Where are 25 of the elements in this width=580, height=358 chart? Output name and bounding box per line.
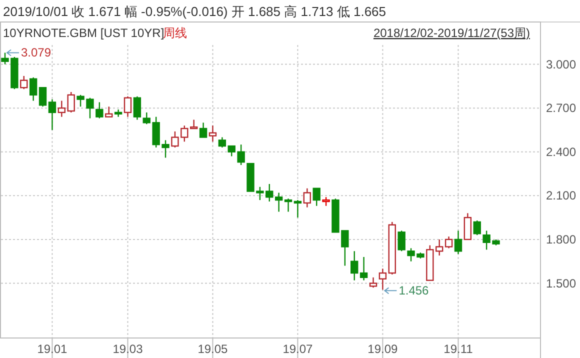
text: 2019/10/01 收 1.671 幅 -0.95%(-0.016) 开 1.685 高 1.713 低 1.665 (3, 4, 386, 19)
candlestick (274, 192, 283, 212)
x-tick-label: 19.03 (112, 342, 144, 356)
annotation: 1.456 (398, 284, 430, 298)
x-tick-label: 19.07 (282, 342, 314, 356)
chart-subtitle: 周线 (163, 26, 187, 40)
annotation: 3.079 (21, 46, 52, 60)
y-tick-label: 2.700 (546, 101, 576, 116)
y-tick-label: 2.400 (546, 144, 576, 159)
y-tick-label: 2.100 (546, 188, 576, 203)
candlestick (454, 230, 462, 255)
x-tick-label: 19.11 (444, 342, 474, 356)
candlestick (114, 108, 122, 118)
candlestick (303, 188, 312, 208)
candlestick (378, 268, 387, 290)
y-tick-label: 1.800 (546, 232, 576, 246)
x-tick-label: 19.01 (37, 342, 68, 356)
chart-title: 10YRNOTE.GBM [UST 10YR] (3, 26, 164, 40)
text: 2018/12/02-2019/11/27(53周) (373, 26, 530, 40)
candlestick (208, 124, 217, 142)
y-tick-label: 1.500 (546, 276, 576, 290)
candlestick (360, 256, 368, 281)
x-tick-label: 19.05 (198, 342, 228, 356)
y-tick-label: 3.000 (546, 57, 576, 72)
x-tick-label: 19.09 (368, 342, 398, 356)
